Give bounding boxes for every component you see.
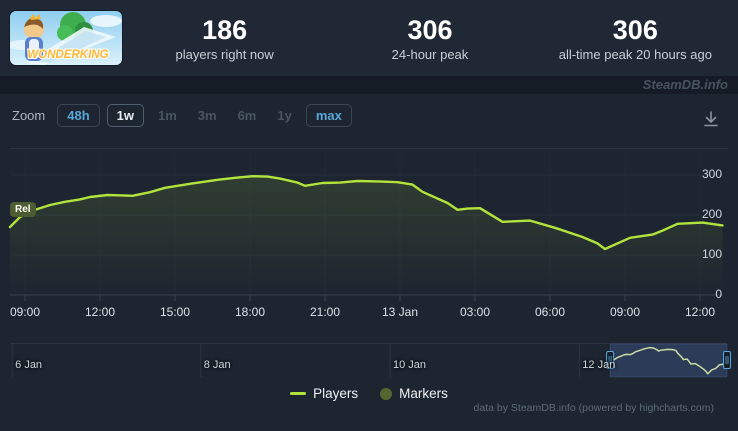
- y-axis-label: 200: [701, 207, 722, 221]
- legend-players-label: Players: [313, 386, 359, 401]
- wonderking-banner-art: WONDERKING: [10, 11, 122, 65]
- toolbar-divider: [10, 148, 728, 149]
- alltime-peak-label: all-time peak 20 hours ago: [558, 46, 712, 62]
- navigator-date-label: 6 Jan: [15, 359, 43, 371]
- x-axis-label: 09:00: [9, 305, 41, 319]
- y-axis-label: 0: [715, 287, 722, 301]
- zoom-button-48h[interactable]: 48h: [57, 104, 100, 127]
- watermark-band: SteamDB.info: [0, 76, 738, 94]
- players-line-chart: [8, 150, 724, 301]
- x-axis-label: 12:00: [84, 305, 116, 319]
- navigator-date-label: 12 Jan: [582, 359, 616, 371]
- x-axis-label: 06:00: [534, 305, 566, 319]
- range-navigator[interactable]: 6 Jan 8 Jan 10 Jan 12 Jan: [10, 343, 731, 378]
- legend-markers-label: Markers: [399, 386, 448, 401]
- zoom-button-1y: 1y: [270, 104, 298, 127]
- zoom-button-3m: 3m: [191, 104, 224, 127]
- navigator-date-label: 8 Jan: [203, 359, 231, 371]
- zoom-button-1m: 1m: [151, 104, 184, 127]
- banner-game-title: WONDERKING: [27, 49, 108, 61]
- x-axis-label: 15:00: [159, 305, 191, 319]
- chart-legend: Players Markers: [0, 386, 738, 401]
- players-line: [8, 175, 724, 251]
- current-players-label: players right now: [175, 46, 274, 62]
- x-axis-label: 18:00: [234, 305, 266, 319]
- navigator-date-label: 10 Jan: [393, 359, 427, 371]
- y-axis-label: 300: [701, 167, 722, 181]
- stat-current-players: 186 players right now: [122, 15, 327, 62]
- header: WONDERKING 186 players right now 306 24-…: [0, 0, 738, 76]
- zoom-toolbar: Zoom 48h 1w 1m 3m 6m 1y max: [12, 104, 352, 127]
- zoom-label: Zoom: [12, 108, 46, 123]
- markers-dot-swatch-icon: [380, 387, 393, 400]
- release-marker[interactable]: Rel: [10, 202, 36, 217]
- x-axis-label: 09:00: [609, 305, 641, 319]
- download-icon[interactable]: [700, 108, 722, 130]
- 24h-peak-value: 306: [407, 14, 453, 45]
- chart-credits[interactable]: data by SteamDB.info (powered by highcha…: [473, 402, 714, 414]
- steamdb-watermark: SteamDB.info: [642, 77, 728, 92]
- x-axis-label: 13 Jan: [381, 305, 419, 319]
- player-stats: 186 players right now 306 24-hour peak 3…: [122, 15, 738, 62]
- zoom-button-1w[interactable]: 1w: [106, 104, 144, 127]
- zoom-button-6m: 6m: [231, 104, 264, 127]
- navigator-mini-line: [609, 346, 728, 375]
- current-players-value: 186: [202, 14, 248, 45]
- navigator-chart: [10, 343, 731, 378]
- y-axis-label: 100: [701, 247, 722, 261]
- zoom-button-max[interactable]: max: [305, 104, 352, 127]
- navigator-left-handle[interactable]: [606, 351, 615, 369]
- players-line-swatch-icon: [290, 392, 307, 395]
- stat-24h-peak: 306 24-hour peak: [327, 15, 532, 62]
- navigator-right-handle[interactable]: [723, 351, 731, 369]
- legend-item-markers[interactable]: Markers: [380, 386, 448, 401]
- x-axis-label: 12:00: [684, 305, 716, 319]
- alltime-peak-value: 306: [612, 14, 658, 45]
- stat-alltime-peak: 306 all-time peak 20 hours ago: [533, 15, 738, 62]
- main-chart[interactable]: Rel 0 100 200 300: [8, 150, 724, 302]
- x-axis-label: 03:00: [459, 305, 491, 319]
- x-axis-labels: 09:00 12:00 15:00 18:00 21:00 13 Jan 03:00 06:0…: [10, 305, 723, 321]
- 24h-peak-label: 24-hour peak: [391, 46, 469, 62]
- legend-item-players[interactable]: Players: [290, 386, 358, 401]
- game-banner: WONDERKING: [10, 11, 122, 65]
- players-area-fill: [10, 176, 723, 295]
- x-axis-label: 21:00: [309, 305, 341, 319]
